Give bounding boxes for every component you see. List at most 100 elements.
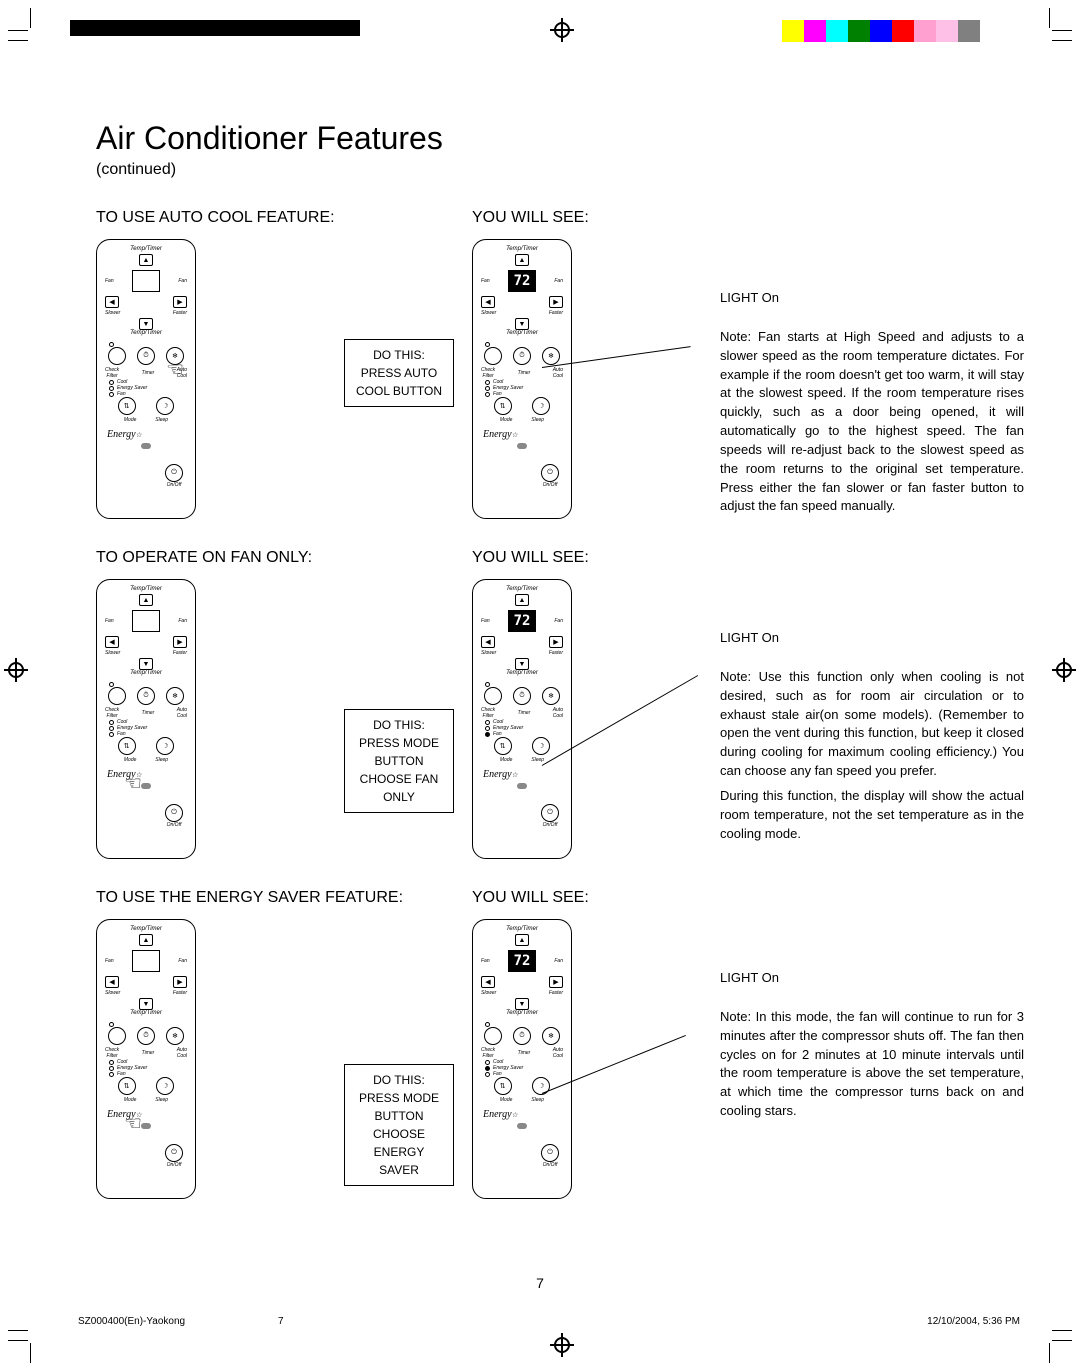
section-heading-right: YOU WILL SEE:	[472, 889, 702, 907]
remote-left-wrap: Temp/Timer ▲ Fan Fan ◀ ▶ SlowerFaster ▼ …	[96, 239, 326, 519]
power-button: ⏻	[165, 804, 183, 822]
fan-slower-button: ◀	[481, 976, 495, 988]
pointing-hand-icon: ☞	[124, 771, 142, 796]
remote-diagram: Temp/Timer ▲ Fan 72 Fan ◀ ▶ SlowerFaster…	[472, 919, 572, 1199]
registration-mark-icon	[550, 18, 574, 42]
check-filter-button	[484, 687, 502, 705]
fan-faster-button: ▶	[173, 636, 187, 648]
feature-section: TO USE THE ENERGY SAVER FEATURE: YOU WIL…	[96, 889, 1024, 1199]
color-swatch	[936, 20, 958, 42]
power-button: ⏻	[165, 1144, 183, 1162]
light-on-label: LIGHT On	[720, 629, 1024, 648]
registration-mark-icon	[1052, 658, 1076, 682]
remote-right-wrap: Temp/Timer ▲ Fan 72 Fan ◀ ▶ SlowerFaster…	[472, 919, 702, 1199]
color-swatch	[804, 20, 826, 42]
section-heading-right: YOU WILL SEE:	[472, 209, 702, 227]
remote-diagram: Temp/Timer ▲ Fan 72 Fan ◀ ▶ SlowerFaster…	[472, 239, 572, 519]
color-swatch	[826, 20, 848, 42]
auto-cool-button: ❄	[542, 1027, 560, 1045]
explanation-text: LIGHT On Note: In this mode, the fan wil…	[720, 919, 1024, 1121]
explanation-text: LIGHT On Note: Fan starts at High Speed …	[720, 239, 1024, 516]
section-heading-right: YOU WILL SEE:	[472, 549, 702, 567]
temp-down-button: ▼	[515, 318, 529, 330]
color-swatch	[958, 20, 980, 42]
note-text-2: During this function, the display will s…	[720, 787, 1024, 844]
mode-button: ⇅	[118, 397, 136, 415]
check-filter-button	[108, 347, 126, 365]
temperature-display	[132, 610, 160, 632]
temperature-display: 72	[508, 950, 536, 972]
footer-timestamp: 12/10/2004, 5:36 PM	[927, 1316, 1020, 1327]
timer-button: ⏱	[513, 687, 531, 705]
explanation-text: LIGHT On Note: Use this function only wh…	[720, 579, 1024, 843]
feature-section: TO OPERATE ON FAN ONLY: YOU WILL SEE: Te…	[96, 549, 1024, 859]
color-swatch	[892, 20, 914, 42]
note-text: Note: Use this function only when coolin…	[720, 668, 1024, 781]
power-button: ⏻	[541, 804, 559, 822]
page-title: Air Conditioner Features	[96, 120, 1024, 157]
fan-slower-button: ◀	[481, 636, 495, 648]
remote-right-wrap: Temp/Timer ▲ Fan 72 Fan ◀ ▶ SlowerFaster…	[472, 579, 702, 859]
temp-down-button: ▼	[139, 998, 153, 1010]
sleep-button: ☽	[532, 397, 550, 415]
continued-label: (continued)	[96, 161, 1024, 179]
temperature-display: 72	[508, 270, 536, 292]
remote-left-wrap: Temp/Timer ▲ Fan Fan ◀ ▶ SlowerFaster ▼ …	[96, 579, 326, 859]
fan-faster-button: ▶	[549, 296, 563, 308]
mode-button: ⇅	[494, 737, 512, 755]
timer-button: ⏱	[137, 347, 155, 365]
document-body: Air Conditioner Features (continued) TO …	[96, 120, 1024, 1251]
mode-button: ⇅	[118, 737, 136, 755]
fan-slower-button: ◀	[481, 296, 495, 308]
timer-button: ⏱	[513, 347, 531, 365]
fan-slower-button: ◀	[105, 636, 119, 648]
fan-slower-button: ◀	[105, 976, 119, 988]
temp-up-button: ▲	[139, 254, 153, 266]
print-color-bar	[782, 20, 980, 42]
color-swatch	[914, 20, 936, 42]
remote-diagram: Temp/Timer ▲ Fan Fan ◀ ▶ SlowerFaster ▼ …	[96, 919, 196, 1199]
fan-faster-button: ▶	[549, 636, 563, 648]
light-on-label: LIGHT On	[720, 289, 1024, 308]
remote-diagram: Temp/Timer ▲ Fan 72 Fan ◀ ▶ SlowerFaster…	[472, 579, 572, 859]
page: Air Conditioner Features (continued) TO …	[0, 0, 1080, 1371]
temperature-display	[132, 270, 160, 292]
fan-faster-button: ▶	[173, 296, 187, 308]
sleep-button: ☽	[156, 1077, 174, 1095]
temperature-display: 72	[508, 610, 536, 632]
footer-sheet: 7	[278, 1316, 358, 1327]
timer-button: ⏱	[137, 1027, 155, 1045]
temp-down-button: ▼	[139, 318, 153, 330]
fan-faster-button: ▶	[549, 976, 563, 988]
auto-cool-button: ❄	[542, 687, 560, 705]
feature-section: TO USE AUTO COOL FEATURE: YOU WILL SEE: …	[96, 209, 1024, 519]
timer-button: ⏱	[513, 1027, 531, 1045]
registration-mark-icon	[4, 658, 28, 682]
temp-up-button: ▲	[139, 594, 153, 606]
page-number: 7	[536, 1275, 544, 1291]
print-black-bar	[70, 20, 360, 36]
remote-diagram: Temp/Timer ▲ Fan Fan ◀ ▶ SlowerFaster ▼ …	[96, 579, 196, 859]
remote-left-wrap: Temp/Timer ▲ Fan Fan ◀ ▶ SlowerFaster ▼ …	[96, 919, 326, 1199]
temp-down-button: ▼	[515, 658, 529, 670]
check-filter-button	[484, 1027, 502, 1045]
temp-up-button: ▲	[515, 594, 529, 606]
color-swatch	[782, 20, 804, 42]
temp-down-button: ▼	[139, 658, 153, 670]
light-on-label: LIGHT On	[720, 969, 1024, 988]
temperature-display	[132, 950, 160, 972]
color-swatch	[870, 20, 892, 42]
instruction-callout: DO THIS: PRESS MODE BUTTON CHOOSE FAN ON…	[344, 709, 454, 813]
mode-button: ⇅	[494, 397, 512, 415]
temp-up-button: ▲	[515, 934, 529, 946]
mode-button: ⇅	[118, 1077, 136, 1095]
pointing-hand-icon: ☞	[166, 357, 184, 382]
instruction-callout: DO THIS: PRESS AUTO COOL BUTTON	[344, 339, 454, 407]
section-heading-left: TO OPERATE ON FAN ONLY:	[96, 549, 454, 567]
power-button: ⏻	[541, 1144, 559, 1162]
auto-cool-button: ❄	[166, 687, 184, 705]
fan-slower-button: ◀	[105, 296, 119, 308]
section-heading-left: TO USE AUTO COOL FEATURE:	[96, 209, 454, 227]
section-heading-left: TO USE THE ENERGY SAVER FEATURE:	[96, 889, 454, 907]
auto-cool-button: ❄	[542, 347, 560, 365]
